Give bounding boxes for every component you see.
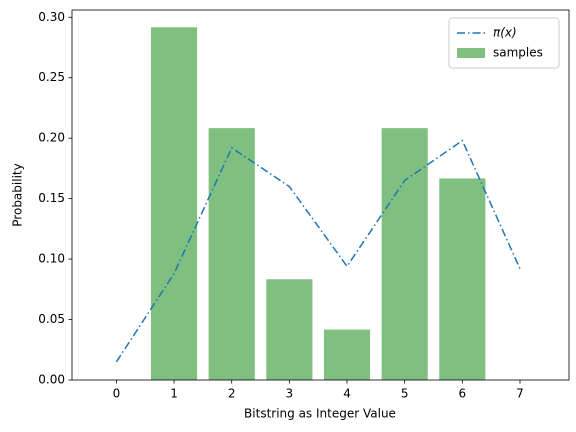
x-tick-label: 1	[170, 387, 178, 401]
bar	[439, 178, 486, 380]
plot-frame	[71, 9, 570, 381]
y-tick-label: 0.00	[38, 373, 65, 387]
y-axis-label: Probability	[11, 163, 25, 226]
y-tick-label: 0.15	[38, 191, 65, 205]
x-axis-label: Bitstring as Integer Value	[244, 407, 396, 421]
x-tick-label: 6	[459, 387, 467, 401]
x-tick-label: 0	[113, 387, 121, 401]
x-tick-label: 3	[286, 387, 294, 401]
x-tick-label: 2	[228, 387, 236, 401]
y-tick-label: 0.10	[38, 252, 65, 266]
x-tick-label: 4	[343, 387, 351, 401]
bar	[150, 27, 198, 380]
y-tick-label: 0.05	[38, 312, 65, 326]
y-tick-label: 0.25	[38, 70, 65, 84]
x-tick-label: 7	[516, 387, 524, 401]
bar	[208, 128, 255, 380]
bar	[381, 128, 428, 380]
y-tick-label: 0.20	[38, 131, 65, 145]
legend-label: samples	[493, 46, 543, 60]
bar	[266, 279, 313, 380]
y-tick-label: 0.30	[38, 10, 65, 24]
x-tick-label: 5	[401, 387, 409, 401]
bar	[323, 329, 371, 380]
legend-label: π(x)	[493, 26, 517, 40]
line	[115, 139, 521, 363]
legend-swatch	[457, 48, 485, 58]
